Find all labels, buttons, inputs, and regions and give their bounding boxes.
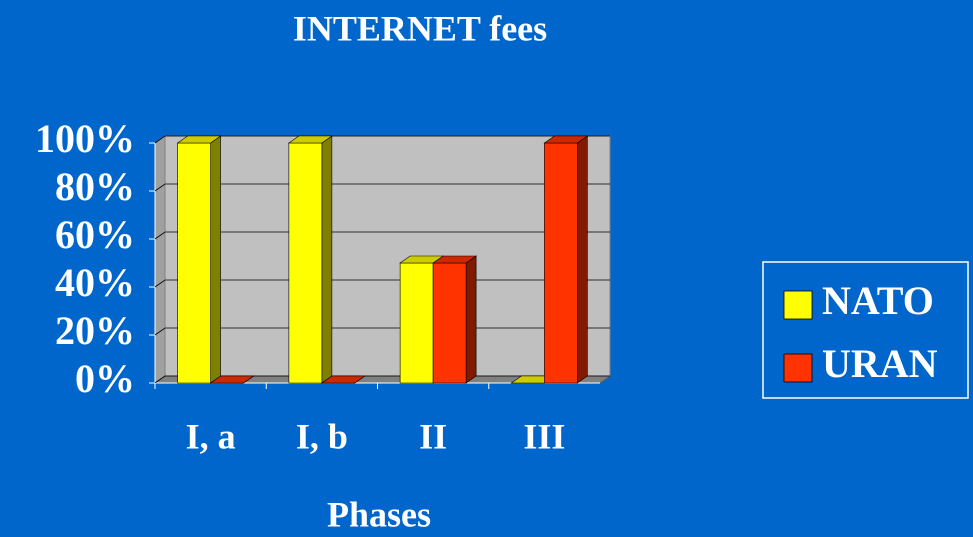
legend-label: URAN [822,341,938,386]
x-axis-label: Phases [327,494,431,534]
bar-front [544,142,578,384]
grid-line [154,183,610,192]
bar-top [176,135,222,144]
bar [176,135,222,384]
grid-line [154,135,610,144]
bar [543,135,589,384]
y-tick-label: 80% [55,164,135,209]
bar-front [432,262,467,384]
x-tick-label: I, b [296,416,348,456]
legend-swatch [783,353,813,383]
bar-top [543,135,589,144]
legend-label: NATO [822,278,934,323]
bar-front [177,142,211,384]
y-tick-label: 100% [35,116,135,161]
bar [209,375,255,384]
bar-top [320,375,366,384]
x-tick-label: II [419,416,447,456]
y-tick-label: 60% [55,212,135,257]
bar-top [209,375,255,384]
y-tick-label: 0% [75,356,135,401]
bar [320,375,366,384]
bar-side [577,135,588,384]
bar-top [432,255,478,264]
side-wall [154,135,166,384]
bar-side [321,135,333,384]
y-tick-label: 40% [55,260,135,305]
bar-side [465,255,477,384]
legend-box [762,261,969,399]
bar-top [287,135,333,144]
x-tick-label: I, a [186,416,236,456]
legend-swatch [783,290,813,320]
bar [432,255,478,384]
chart-title: INTERNET fees [293,8,547,48]
bar-side [210,135,221,384]
x-tick-label: III [523,416,565,456]
bar-front [399,262,434,384]
bar-front [288,142,323,384]
grid-line [154,231,610,240]
bar [287,135,333,384]
y-tick-label: 20% [55,308,135,353]
back-wall [164,135,611,377]
